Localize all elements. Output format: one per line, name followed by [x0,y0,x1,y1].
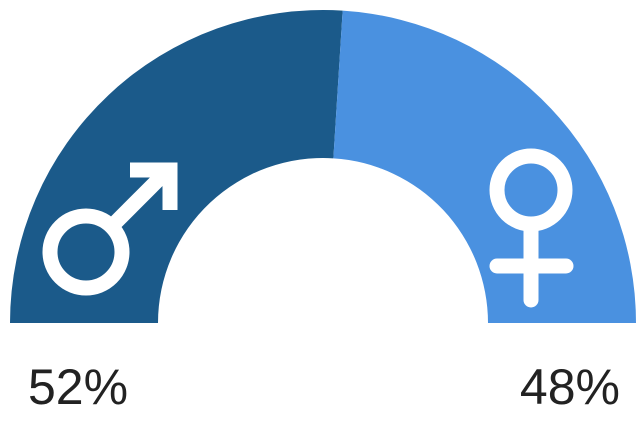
value-label: 48% [520,359,620,415]
female-icon [489,148,574,308]
icons [42,148,574,308]
male-icon [42,162,178,296]
value-label: 52% [28,359,128,415]
wedge [333,10,636,323]
